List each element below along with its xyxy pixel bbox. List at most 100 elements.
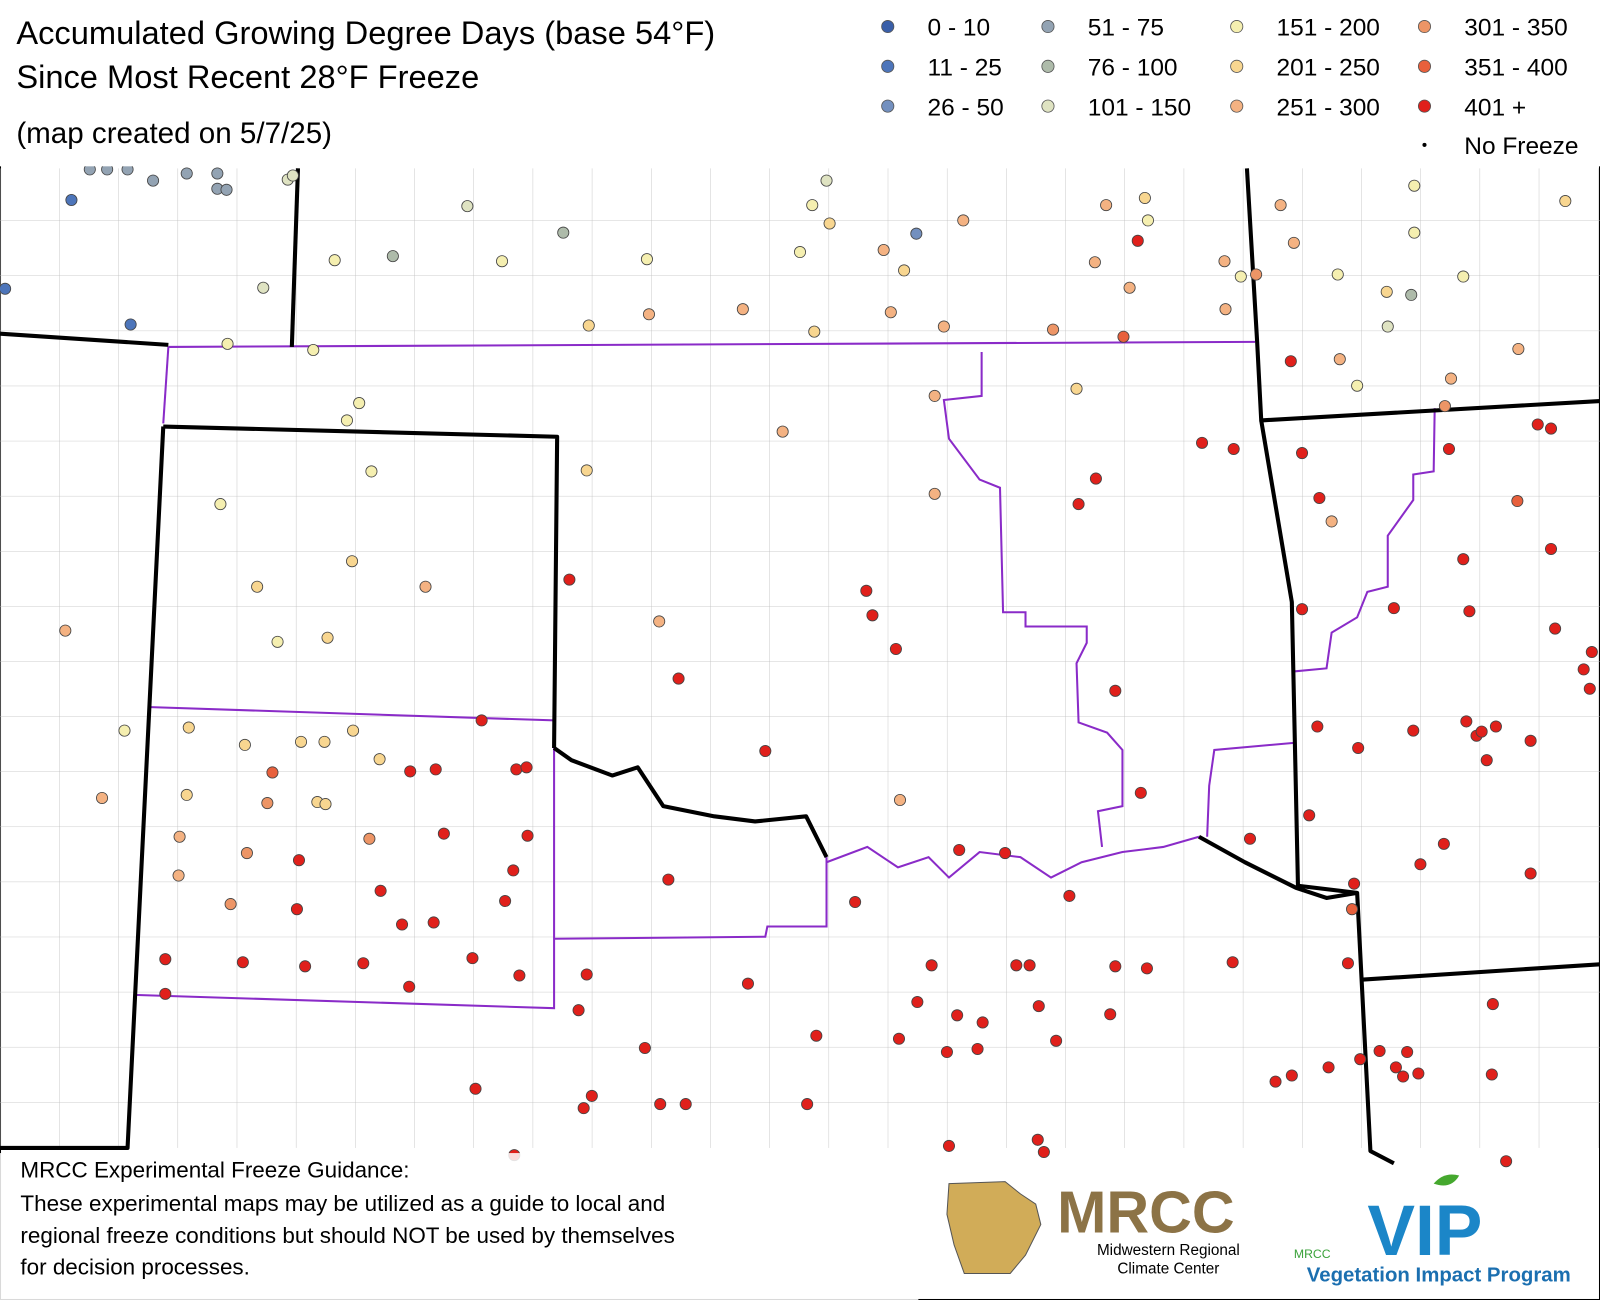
legend-swatch — [1417, 20, 1432, 34]
legend-swatch — [1041, 20, 1055, 34]
station-dot — [307, 343, 320, 357]
station-dot — [1460, 715, 1473, 728]
vip-small: MRCC — [1294, 1247, 1331, 1261]
station-dot — [386, 250, 399, 263]
vip-leaf — [1433, 1174, 1460, 1186]
station-dot — [347, 724, 360, 737]
vip-name: Vegetation Impact Program — [1307, 1265, 1571, 1287]
station-dot — [1463, 605, 1476, 618]
station-dot — [942, 1139, 955, 1152]
station-dot — [0, 282, 12, 295]
state-border — [1259, 420, 1395, 1166]
station-dot — [971, 1042, 984, 1055]
station-dot — [741, 977, 754, 990]
station-dot — [59, 624, 72, 637]
legend-label: 301 - 350 — [1464, 15, 1567, 42]
legend: 0 - 10 11 - 25 26 - 50 51 - 75 76 - 100 101 -… — [881, 15, 1579, 160]
station-dot — [1412, 1067, 1425, 1080]
station-dot — [1311, 720, 1324, 733]
station-dot — [776, 425, 789, 438]
station-dot — [374, 884, 387, 897]
station-dot — [801, 1098, 814, 1111]
station-dot — [1457, 270, 1470, 283]
station-dot — [925, 959, 938, 972]
borders — [0, 168, 1600, 1166]
legend-swatch — [1422, 142, 1427, 147]
station-dot — [346, 555, 359, 568]
station-dot — [321, 631, 334, 644]
station-dot — [373, 753, 386, 766]
station-dot — [1325, 515, 1338, 528]
legend-swatch — [1230, 20, 1244, 34]
station-dot — [1475, 725, 1488, 738]
station-dot — [951, 1009, 964, 1022]
legend-swatch — [1041, 99, 1055, 113]
station-dot — [240, 847, 253, 860]
legend-swatch — [1230, 59, 1244, 73]
station-dot — [1348, 877, 1361, 890]
station-dot — [820, 174, 833, 187]
vip-wordmark: VIP — [1367, 1191, 1482, 1271]
station-dot — [1296, 603, 1309, 616]
state-border — [163, 424, 560, 748]
station-dot — [295, 735, 308, 748]
station-dot — [1287, 236, 1300, 249]
station-dot — [221, 337, 234, 350]
station-dot — [1387, 602, 1400, 615]
station-dot — [220, 183, 233, 196]
station-dot — [1414, 858, 1427, 871]
station-dot — [1109, 960, 1122, 973]
region-border — [942, 352, 1124, 848]
kansas-border — [168, 340, 1256, 348]
legend-swatch — [1041, 59, 1055, 73]
state-border — [1244, 168, 1600, 423]
station-dot — [437, 827, 450, 840]
mrcc-logo: MRCC Midwestern Regional Climate Center — [946, 1179, 1240, 1277]
region-border — [1293, 408, 1436, 673]
station-dot — [1549, 622, 1562, 635]
station-dot — [1401, 1046, 1414, 1059]
station-dot — [580, 968, 593, 981]
station-dot — [577, 1102, 590, 1115]
station-dot — [1380, 285, 1393, 298]
station-dot — [419, 580, 432, 593]
station-dot — [290, 903, 303, 916]
station-dot — [808, 325, 821, 338]
station-dot — [496, 255, 509, 268]
station-dot — [557, 226, 570, 239]
station-dot — [340, 414, 353, 427]
station-dot — [1500, 1155, 1513, 1168]
state-border — [0, 331, 169, 347]
station-dot — [1023, 959, 1036, 972]
station-dot — [211, 167, 224, 180]
station-dot — [1585, 646, 1598, 659]
station-dot — [1063, 889, 1076, 902]
station-dot — [1219, 303, 1232, 316]
station-dot — [937, 320, 950, 333]
station-dot — [1408, 179, 1421, 192]
stations — [0, 163, 1598, 1168]
legend-swatch — [1417, 99, 1432, 113]
station-dot — [1196, 436, 1209, 449]
station-dot — [357, 957, 370, 970]
station-dot — [563, 573, 576, 586]
station-dot — [1134, 786, 1147, 799]
legend-swatch — [1230, 99, 1244, 113]
station-dot — [173, 830, 186, 843]
station-dot — [1322, 1061, 1335, 1074]
station-dot — [1274, 199, 1287, 212]
station-dot — [510, 763, 523, 776]
station-dot — [1437, 837, 1450, 850]
county-grid — [0, 168, 1600, 1148]
station-dot — [911, 996, 924, 1009]
station-dot — [292, 854, 305, 867]
station-dot — [1333, 353, 1346, 366]
station-dot — [849, 896, 862, 909]
station-dot — [806, 199, 819, 212]
station-dot — [403, 980, 416, 993]
station-dot — [180, 788, 193, 801]
station-dot — [1511, 495, 1524, 508]
station-dot — [953, 843, 966, 857]
station-dot — [469, 1082, 482, 1095]
station-dot — [286, 169, 299, 182]
